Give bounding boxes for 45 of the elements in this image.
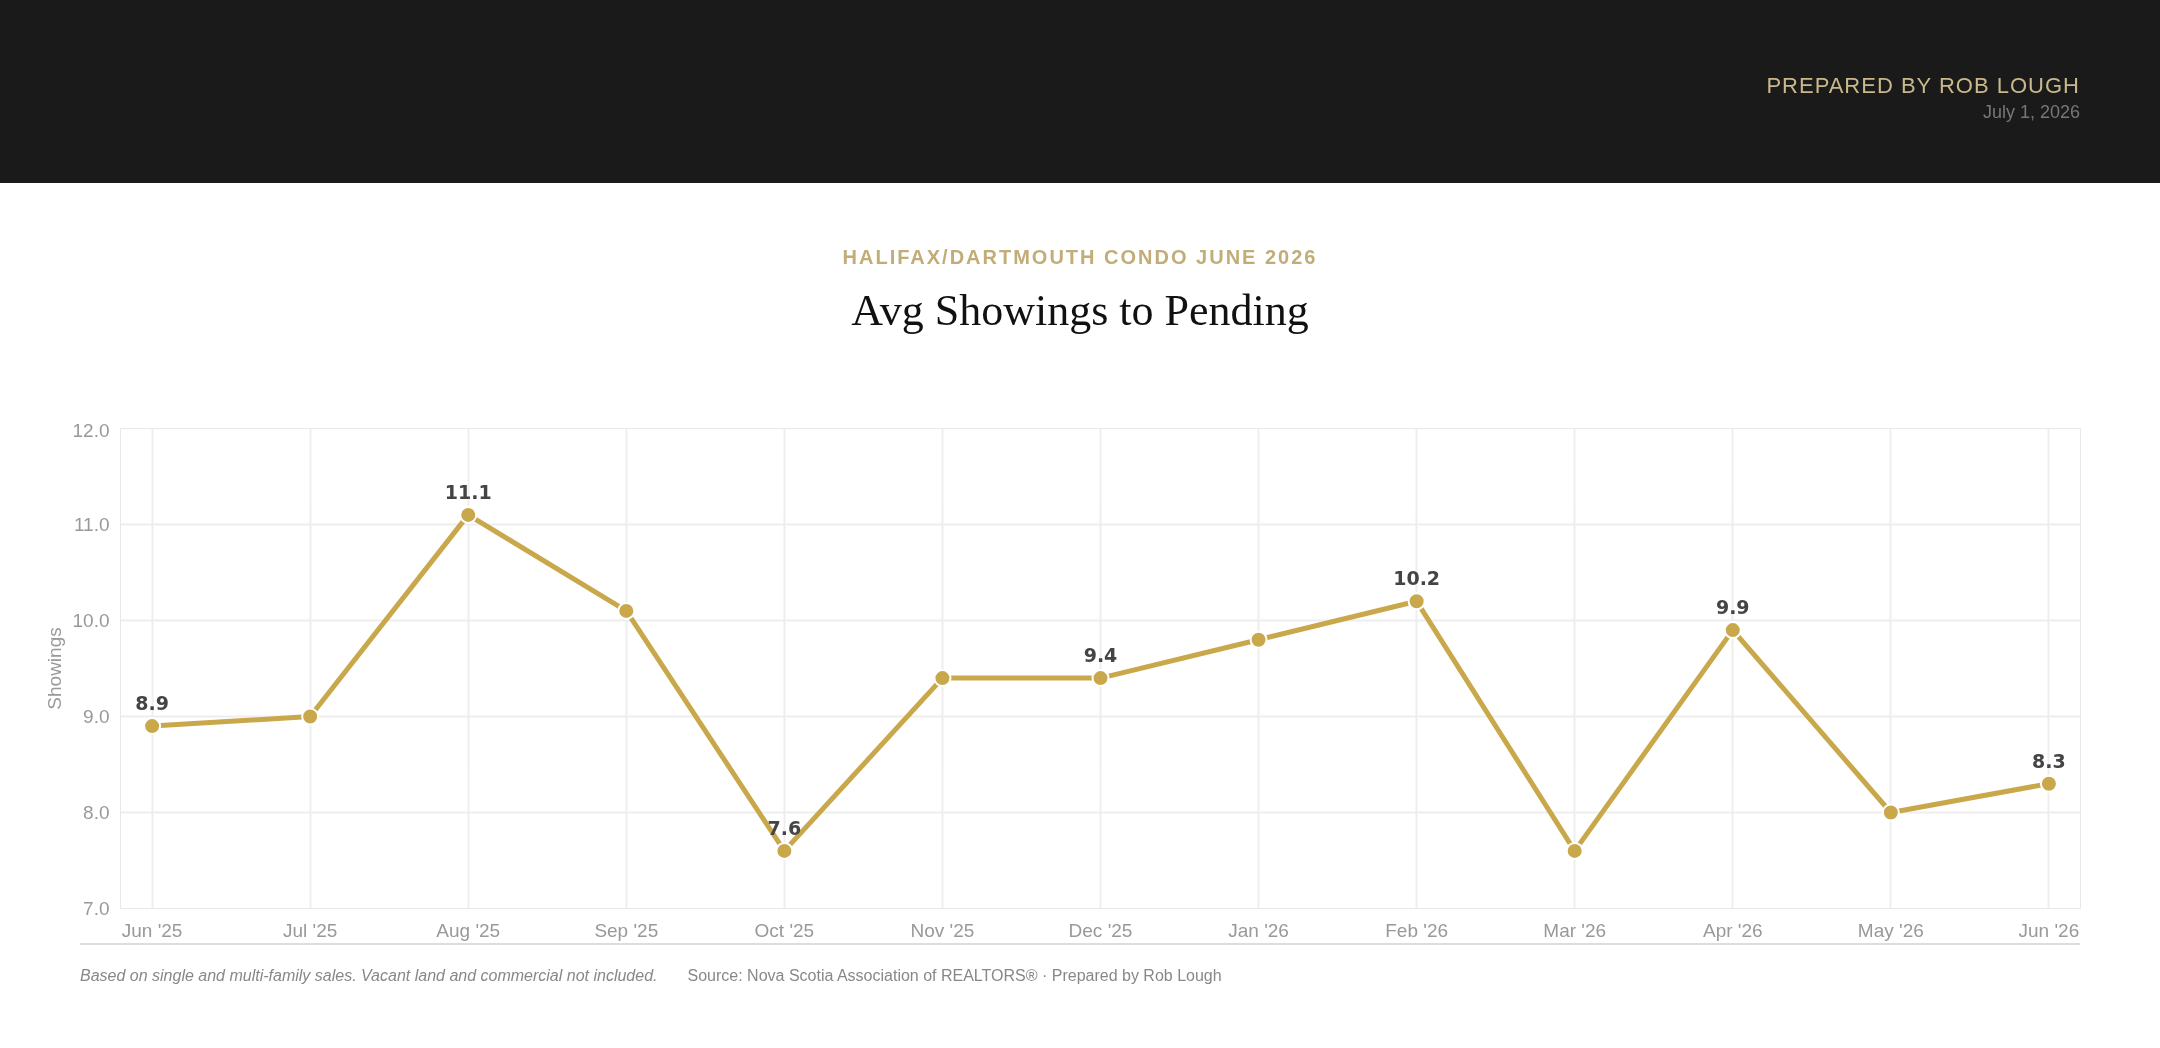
- source-note: Source: Nova Scotia Association of REALTORS® · Prepared by Rob Lough: [687, 966, 1222, 986]
- point: [1249, 630, 1268, 649]
- x-tick-label: Apr '26: [1702, 919, 1763, 941]
- point: [617, 601, 636, 620]
- point: [1723, 621, 1742, 640]
- y-tick-label: 9.0: [83, 706, 110, 727]
- data-label: 11.1: [444, 480, 492, 503]
- point: [1091, 669, 1110, 688]
- x-tick-label: Jan '26: [1228, 919, 1289, 941]
- point: [301, 707, 320, 726]
- x-tick-label: Aug '25: [436, 919, 501, 941]
- y-tick-label: 11.0: [73, 514, 110, 535]
- data-label: 9.9: [1715, 596, 1750, 619]
- x-tick-label: Feb '26: [1385, 919, 1449, 941]
- x-tick-label: Nov '25: [910, 919, 975, 941]
- point: [775, 841, 794, 860]
- data-label: 8.9: [135, 692, 169, 715]
- y-tick-label: 10.0: [72, 610, 110, 631]
- y-tick-label: 7.0: [83, 898, 110, 919]
- x-tick-label: Jul '25: [283, 919, 338, 941]
- data-label: 9.4: [1083, 644, 1118, 667]
- x-tick-label: May '26: [1857, 919, 1924, 941]
- data-label: 8.3: [2032, 749, 2066, 772]
- x-tick-label: Sep '25: [594, 919, 659, 941]
- x-tick-label: Dec '25: [1068, 919, 1133, 941]
- chart-title: Avg Showings to Pending: [850, 284, 1310, 337]
- point: [2039, 774, 2058, 793]
- point: [1565, 841, 1584, 860]
- y-axis-title: Showings: [43, 627, 65, 710]
- x-tick-label: Mar '26: [1543, 919, 1607, 941]
- text: July 1, 2026: [1982, 101, 2080, 124]
- text: Based on single and multi-family sales. Vacant land and commercial not included.: [80, 966, 658, 986]
- x-tick-label: Jun '25: [121, 919, 183, 941]
- point: [933, 669, 952, 688]
- point: [459, 505, 478, 524]
- x-tick-label: Oct '25: [754, 919, 815, 941]
- y-tick-label: 12.0: [72, 419, 110, 441]
- y-tick-label: 8.0: [83, 802, 110, 823]
- chart-subtitle: HALIFAX/DARTMOUTH CONDO JUNE 2026: [841, 245, 1319, 270]
- point: [1881, 803, 1900, 822]
- data-label: 10.2: [1393, 567, 1441, 590]
- x-tick-label: Jun '26: [2018, 919, 2080, 941]
- point: [143, 717, 162, 736]
- text: PREPARED BY ROB LOUGH: [1766, 72, 2080, 100]
- point: [1407, 592, 1426, 611]
